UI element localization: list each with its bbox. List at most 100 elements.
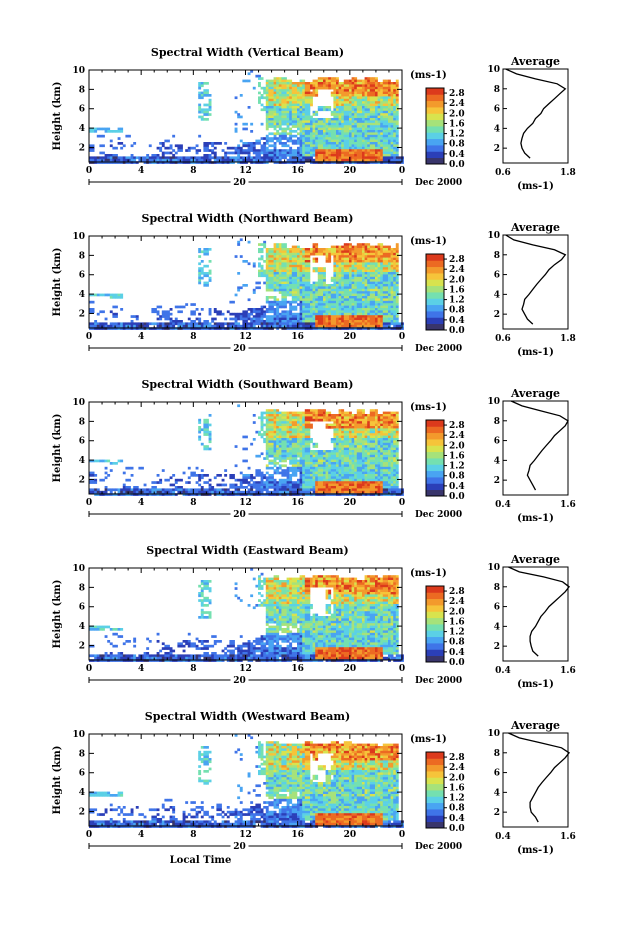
- heatmap-cell: [380, 154, 384, 157]
- heatmap-cell: [336, 324, 339, 328]
- heatmap-cell: [333, 151, 337, 155]
- heatmap-cell: [307, 84, 311, 88]
- heatmap-cell: [377, 281, 381, 285]
- heatmap-cell: [294, 269, 298, 273]
- heatmap-cell: [359, 96, 363, 100]
- heatmap-cell: [343, 146, 347, 150]
- heatmap-cell: [375, 310, 378, 314]
- heatmap-cell: [385, 156, 389, 160]
- heatmap-cell: [333, 130, 337, 133]
- heatmap-cell: [216, 324, 220, 328]
- heatmap-cell: [367, 310, 371, 314]
- heatmap-cell: [297, 255, 300, 258]
- heatmap-cell: [273, 134, 277, 138]
- heatmap-cell: [268, 103, 272, 107]
- heatmap-cell: [135, 322, 139, 326]
- heatmap-cell: [351, 108, 355, 112]
- heatmap-cell: [375, 130, 378, 133]
- heatmap-cell: [263, 161, 267, 164]
- heatmap-cell: [349, 130, 352, 133]
- heatmap-cell: [276, 298, 280, 302]
- heatmap-cell: [268, 322, 272, 326]
- heatmap-cell: [375, 106, 378, 109]
- heatmap-cell: [226, 490, 230, 494]
- heatmap-cell: [354, 89, 358, 92]
- heatmap-cell: [200, 94, 204, 97]
- heatmap-cell: [395, 161, 399, 164]
- heatmap-cell: [395, 120, 399, 124]
- heatmap-cell: [297, 250, 300, 254]
- heatmap-cell: [354, 125, 358, 128]
- heatmap-cell: [380, 296, 384, 299]
- heatmap-cell: [258, 286, 261, 290]
- heatmap-cell: [395, 260, 399, 263]
- heatmap-cell: [271, 260, 274, 263]
- heatmap-cell: [206, 82, 209, 85]
- heatmap-cell: [190, 310, 194, 314]
- heatmap-cell: [385, 142, 389, 145]
- heatmap-cell: [343, 322, 347, 326]
- heatmap-cell: [265, 86, 269, 90]
- heatmap-cell: [359, 260, 363, 263]
- heatmap-cell: [346, 122, 350, 126]
- heatmap-cell: [304, 96, 308, 100]
- heatmap-cell: [216, 142, 220, 145]
- heatmap-cell: [284, 79, 287, 83]
- heatmap-cell: [377, 320, 381, 323]
- heatmap-cell: [286, 113, 290, 116]
- heatmap-cell: [359, 101, 363, 104]
- heatmap-cell: [338, 291, 342, 294]
- heatmap-cell: [359, 132, 363, 136]
- heatmap-cell: [349, 139, 352, 143]
- heatmap-cell: [385, 158, 389, 162]
- heatmap-cell: [271, 158, 274, 162]
- heatmap-cell: [312, 89, 316, 92]
- heatmap-cell: [393, 120, 397, 124]
- heatmap-cell: [330, 91, 334, 95]
- heatmap-cell: [255, 158, 259, 162]
- heatmap-cell: [226, 322, 230, 326]
- heatmap-cell: [252, 324, 256, 328]
- heatmap-cell: [346, 250, 350, 254]
- heatmap-cell: [351, 101, 355, 104]
- heatmap-cell: [182, 488, 186, 492]
- heatmap-cell: [271, 279, 274, 282]
- heatmap-cell: [351, 96, 355, 100]
- heatmap-cell: [258, 269, 261, 273]
- heatmap-cell: [354, 279, 358, 282]
- heatmap-cell: [346, 161, 350, 164]
- heatmap-cell: [299, 154, 303, 157]
- heatmap-cell: [252, 144, 256, 148]
- heatmap-cell: [286, 98, 290, 102]
- heatmap-cell: [211, 161, 215, 164]
- heatmap-cell: [307, 154, 311, 157]
- heatmap-cell: [193, 146, 196, 150]
- heatmap-cell: [226, 158, 230, 162]
- heatmap-cell: [289, 118, 293, 121]
- heatmap-cell: [260, 315, 264, 318]
- heatmap-cell: [297, 260, 300, 263]
- heatmap-cell: [395, 281, 399, 285]
- heatmap-cell: [323, 293, 326, 297]
- heatmap-cell: [349, 110, 352, 114]
- heatmap-cell: [169, 146, 173, 150]
- heatmap-cell: [372, 98, 376, 102]
- heatmap-cell: [286, 127, 290, 131]
- heatmap-cell: [338, 281, 342, 285]
- heatmap-cell: [156, 146, 160, 150]
- heatmap-cell: [328, 125, 332, 128]
- heatmap-cell: [120, 490, 124, 494]
- heatmap-cell: [304, 308, 308, 311]
- heatmap-cell: [294, 252, 298, 256]
- heatmap-cell: [336, 276, 339, 280]
- heatmap-cell: [341, 103, 345, 107]
- y-tick-label: 10: [72, 66, 85, 76]
- heatmap-cell: [333, 142, 337, 145]
- heatmap-cell: [265, 127, 269, 131]
- heatmap-cell: [362, 149, 365, 152]
- heatmap-cell: [263, 108, 267, 112]
- heatmap-cell: [289, 286, 293, 290]
- heatmap-cell: [193, 493, 196, 496]
- heatmap-cell: [362, 101, 365, 104]
- heatmap-cell: [385, 82, 389, 85]
